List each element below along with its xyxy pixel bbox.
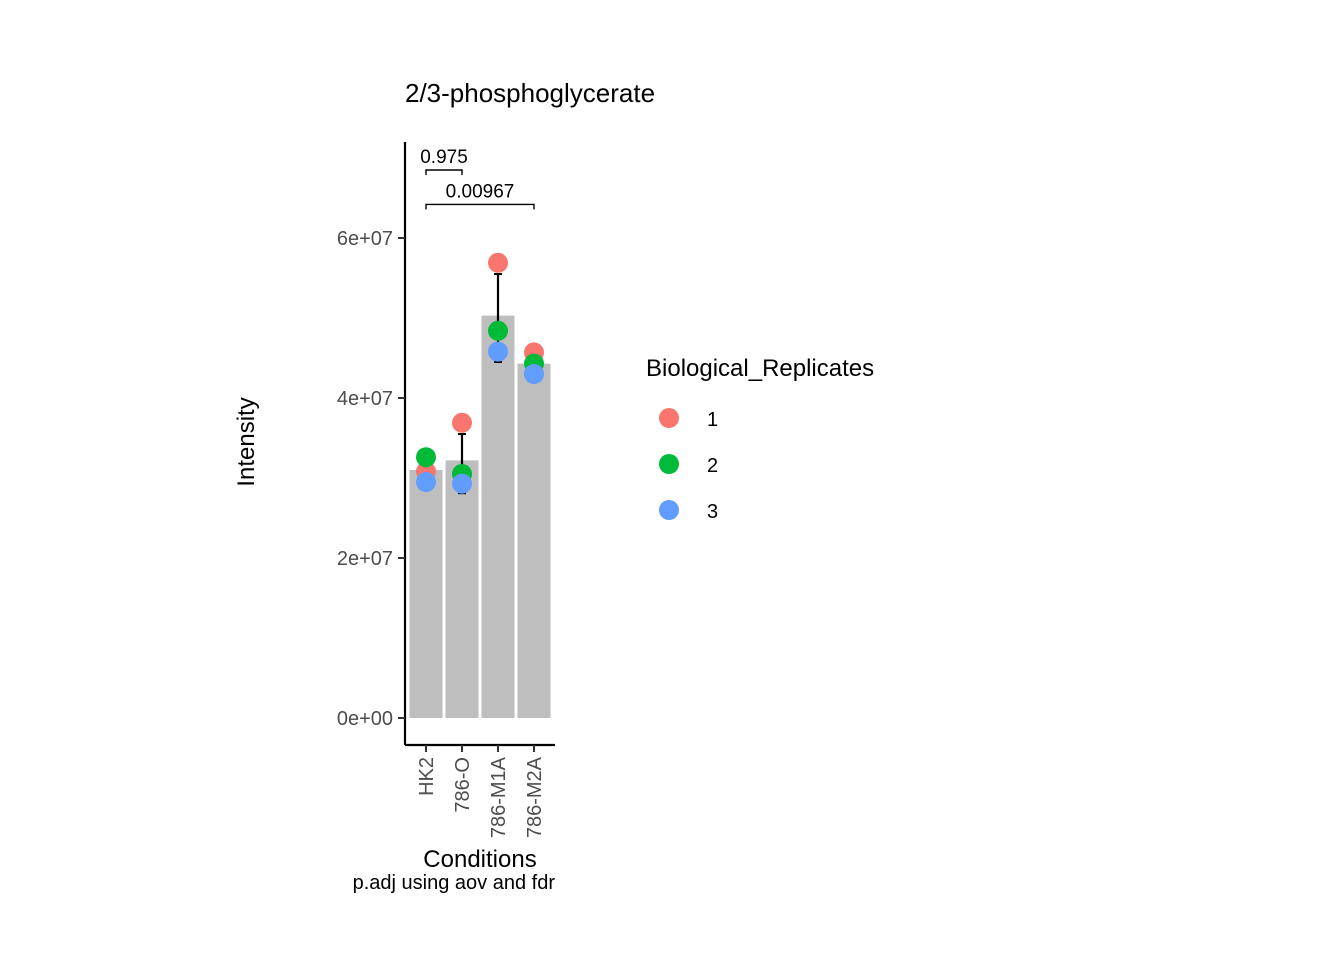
point-786-O-rep3	[452, 473, 472, 494]
legend-label: 3	[707, 501, 718, 523]
legend: Biological_Replicates 1 2 3	[646, 355, 874, 523]
y-axis-label: Intensity	[233, 397, 260, 486]
significance-bracket: 0.00967	[425, 181, 535, 210]
legend-label: 2	[707, 455, 718, 477]
significance-label: 0.975	[420, 147, 468, 168]
legend-item-2: 2	[659, 454, 718, 477]
y-tick-label: 2e+07	[337, 548, 393, 570]
significance-label: 0.00967	[446, 181, 515, 202]
legend-title: Biological_Replicates	[646, 355, 874, 382]
legend-swatch	[659, 454, 679, 474]
legend-item-1: 1	[659, 408, 718, 431]
legend-items: 1 2 3	[659, 408, 718, 523]
point-HK2-rep3	[416, 472, 436, 492]
significance-bracket: 0.975	[420, 147, 468, 175]
bar-786-M1A	[481, 315, 515, 718]
legend-swatch	[659, 500, 679, 520]
x-tick-label-786-M2A: 786-M2A	[524, 756, 546, 838]
bar-786-M2A	[517, 363, 551, 718]
x-axis-label: Conditions	[423, 846, 536, 873]
chart-title: 2/3-phosphoglycerate	[405, 78, 655, 108]
point-786-M2A-rep3	[524, 364, 544, 384]
y-tick-label: 6e+07	[337, 228, 393, 250]
y-tick-label: 4e+07	[337, 388, 393, 410]
bar-786-O	[445, 460, 479, 718]
legend-swatch	[659, 408, 679, 428]
caption: p.adj using aov and fdr	[353, 872, 556, 894]
x-tick-label-HK2: HK2	[416, 757, 438, 796]
point-786-M1A-rep2	[488, 320, 508, 341]
legend-label: 1	[707, 409, 718, 431]
x-tick-label-786-M1A: 786-M1A	[488, 756, 510, 838]
plot-area: 0e+00 2e+07 4e+07 6e+07 HK2 786-O 786-M1A 786-M…	[337, 142, 555, 838]
x-tick-label-786-O: 786-O	[452, 757, 474, 813]
bar-HK2	[409, 470, 443, 718]
point-HK2-rep2	[416, 447, 436, 468]
point-786-M1A-rep1	[488, 252, 508, 273]
point-786-O-rep1	[452, 412, 472, 433]
point-786-M1A-rep3	[488, 341, 508, 362]
y-tick-label: 0e+00	[337, 708, 393, 730]
legend-item-3: 3	[659, 500, 718, 523]
